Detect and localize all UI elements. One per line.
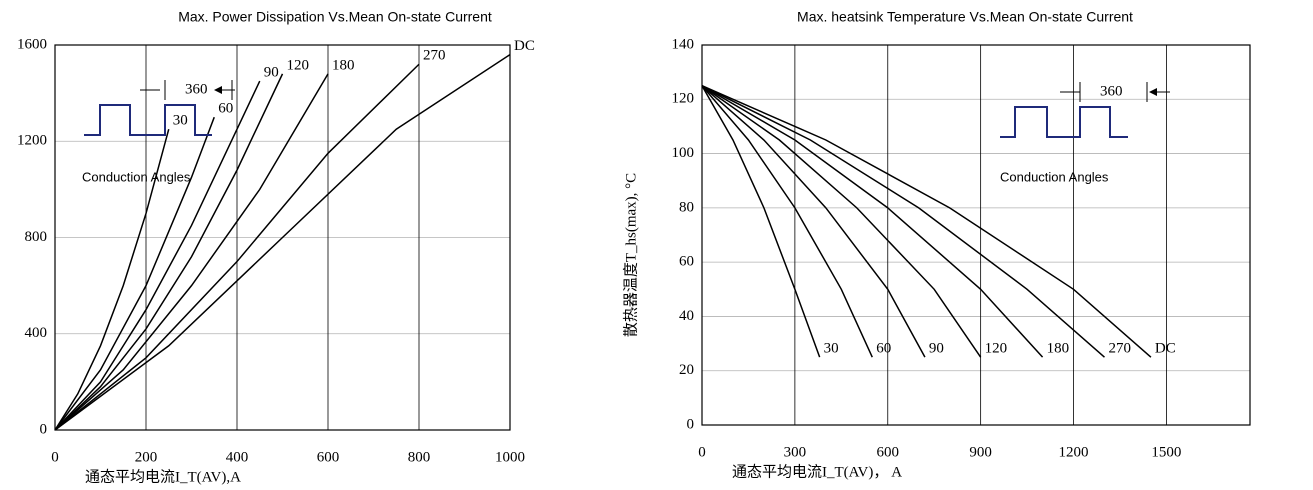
series-label: 180 [332,57,355,73]
series-label: 90 [264,65,279,81]
annotation: 360 [185,81,208,97]
series-line [54,116,215,431]
series-line [54,80,261,431]
chart: Max. Power Dissipation Vs.Mean On-state … [17,9,535,486]
x-tick-label: 800 [408,449,431,465]
x-tick-label: 1200 [1059,444,1089,460]
annotation: Conduction Angles [82,169,191,184]
series-label: DC [1155,341,1176,357]
series-line [54,53,511,431]
x-axis-label: 通态平均电流I_T(AV),A [85,468,241,485]
series-line [701,85,982,358]
y-tick-label: 0 [40,421,48,437]
x-axis-label: 通态平均电流I_T(AV)， A [732,463,902,480]
waveform [1000,106,1128,138]
x-tick-label: 1500 [1151,444,1181,460]
waveform [84,104,212,136]
chart-title: Max. Power Dissipation Vs.Mean On-state … [178,9,492,25]
x-tick-label: 200 [135,449,158,465]
x-tick-label: 600 [317,449,340,465]
annotation: 360 [1100,83,1123,99]
series-label: 120 [287,57,310,73]
series-label: 270 [1108,341,1131,357]
series-line [54,129,170,431]
y-tick-label: 20 [679,362,694,378]
wave-left: 360 Conduction Angles [82,80,235,184]
series-line [54,73,284,431]
y-tick-label: 120 [672,91,695,107]
x-tick-label: 1000 [495,449,525,465]
series-line [701,85,1044,358]
plot-frame [701,44,1251,426]
x-tick-label: 900 [969,444,992,460]
series-line [701,85,873,358]
y-tick-label: 0 [687,416,695,432]
series-label: 120 [985,341,1008,357]
series-label: 90 [929,341,944,357]
x-tick-label: 0 [698,444,706,460]
y-tick-label: 1200 [17,133,47,149]
series-line [54,73,329,431]
y-tick-label: 100 [672,145,695,161]
series-line [701,85,1105,358]
x-tick-label: 400 [226,449,249,465]
x-tick-label: 300 [784,444,807,460]
y-tick-label: 400 [25,325,48,341]
wave-right: 360 Conduction Angles [1000,82,1170,184]
annotation: Conduction Angles [1000,169,1109,184]
y-tick-label: 800 [25,229,48,245]
series-label: 60 [218,101,233,117]
y-axis-label: 散热器温度T_hs(max), °C [622,173,639,337]
series-label: 180 [1047,341,1070,357]
y-tick-label: 140 [672,36,695,52]
series-label: 60 [876,341,891,357]
series-line [701,85,1152,358]
series-line [54,63,420,431]
series-label: 30 [173,113,188,129]
series-label: 30 [824,341,839,357]
series-label: 270 [423,48,446,64]
chart: Max. heatsink Temperature Vs.Mean On-sta… [622,9,1251,480]
series-line [701,85,821,358]
chart-title: Max. heatsink Temperature Vs.Mean On-sta… [797,9,1133,25]
x-tick-label: 0 [51,449,59,465]
x-tick-label: 600 [877,444,900,460]
series-label: DC [514,38,535,54]
y-tick-label: 80 [679,199,694,215]
y-tick-label: 60 [679,254,694,270]
y-tick-label: 40 [679,308,694,324]
series-line [701,85,926,358]
y-tick-label: 1600 [17,36,47,52]
